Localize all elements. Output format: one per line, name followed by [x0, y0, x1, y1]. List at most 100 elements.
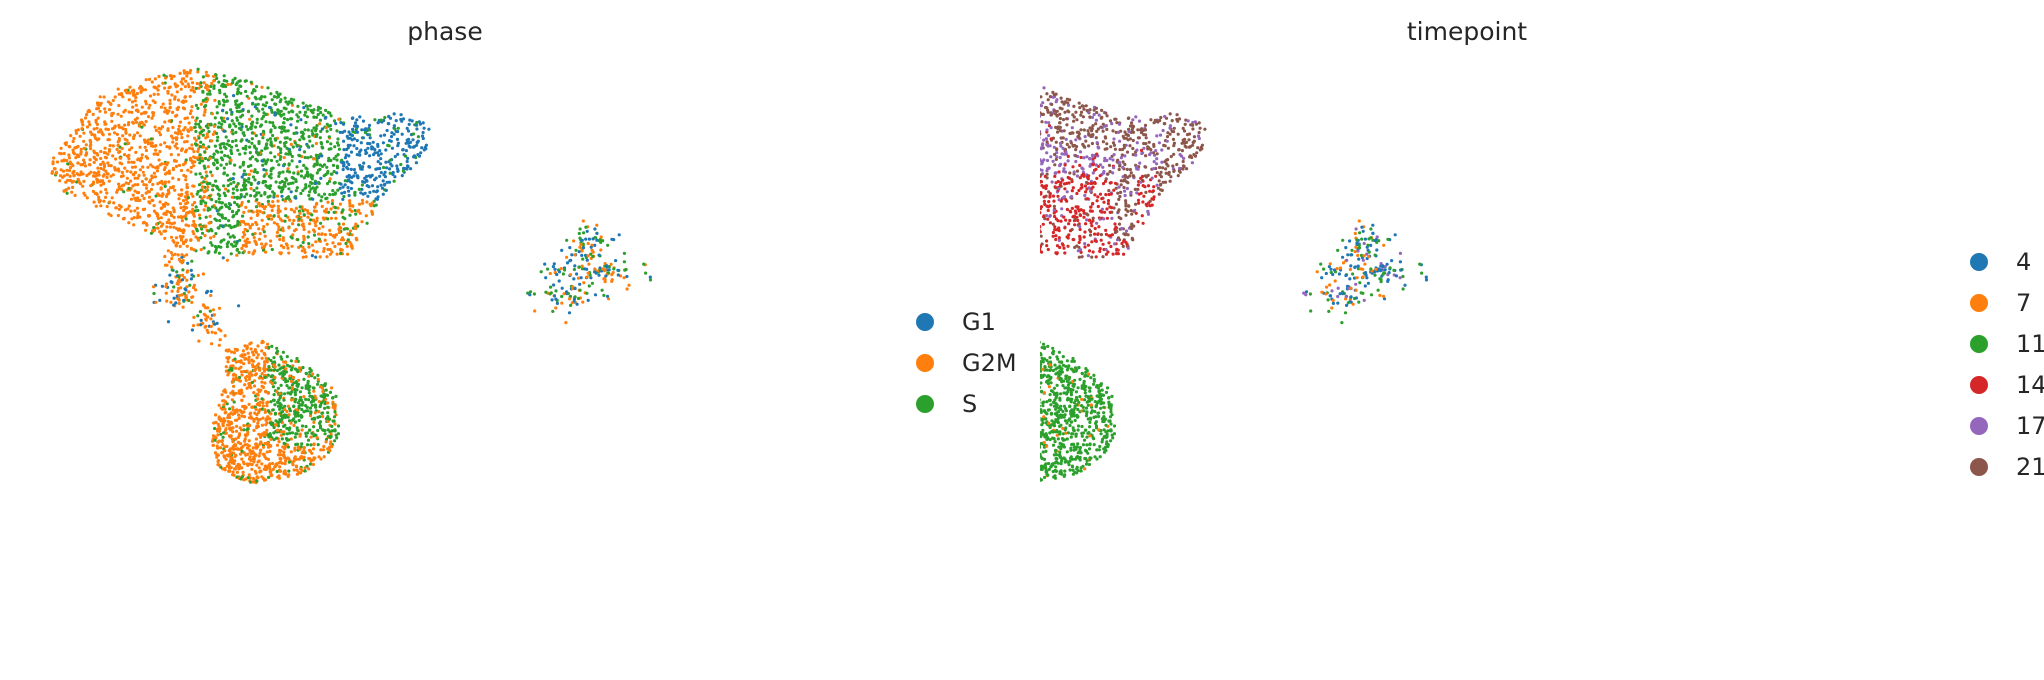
scatter-point-S	[312, 386, 316, 390]
scatter-point-G2M	[322, 455, 326, 459]
scatter-point-S	[288, 407, 292, 411]
scatter-point-S	[268, 421, 272, 425]
scatter-point-G2M	[99, 204, 103, 208]
scatter-point-G1	[240, 175, 244, 179]
scatter-point-G2M	[131, 193, 135, 197]
scatter-point-S	[254, 134, 258, 138]
scatter-point-G2M	[345, 244, 349, 248]
scatter-point-S	[266, 86, 270, 90]
scatter-point-G1	[379, 183, 383, 187]
scatter-point-G2M	[144, 177, 148, 181]
scatter-point-S	[280, 366, 284, 370]
scatter-point-G2M	[153, 175, 157, 179]
scatter-point-S	[234, 185, 238, 189]
scatter-point-S	[255, 85, 259, 89]
scatter-point-G2M	[107, 179, 111, 183]
scatter-point-S	[213, 426, 217, 431]
scatter-point-G2M	[183, 240, 187, 244]
scatter-point-S	[335, 158, 339, 162]
scatter-point-S	[304, 424, 308, 429]
scatter-point-G2M	[247, 372, 251, 376]
scatter-point-S	[261, 136, 265, 140]
scatter-point-S	[255, 121, 259, 125]
scatter-point-G1	[577, 250, 581, 254]
scatter-point-G2M	[301, 255, 305, 259]
scatter-point-G1	[358, 153, 362, 157]
scatter-point-G2M	[281, 238, 285, 242]
scatter-point-G2M	[189, 246, 193, 250]
scatter-point-G2M	[202, 208, 206, 212]
scatter-point-G2M	[370, 212, 375, 216]
scatter-point-G2M	[298, 211, 302, 215]
scatter-point-G2M	[181, 305, 185, 309]
scatter-point-G2M	[292, 229, 297, 233]
scatter-point-S	[293, 388, 297, 392]
scatter-point-S	[175, 270, 179, 274]
scatter-point-G1	[359, 167, 363, 171]
scatter-point-G1	[231, 177, 235, 181]
scatter-point-S	[241, 163, 245, 167]
scatter-point-S	[280, 130, 284, 134]
scatter-point-G2M	[82, 179, 86, 183]
scatter-point-S	[272, 425, 276, 430]
scatter-point-G2M	[156, 216, 160, 221]
scatter-point-G2M	[191, 229, 195, 234]
scatter-point-G2M	[229, 447, 233, 451]
scatter-point-G2M	[276, 475, 280, 479]
scatter-point-G1	[401, 117, 406, 121]
scatter-point-21	[1151, 151, 1156, 155]
scatter-point-G2M	[163, 141, 167, 145]
scatter-point-G2M	[280, 430, 284, 434]
scatter-point-S	[295, 143, 299, 147]
scatter-point-G2M	[278, 460, 283, 464]
scatter-point-G1	[389, 162, 393, 166]
scatter-point-S	[231, 187, 235, 191]
scatter-point-4	[1324, 271, 1328, 276]
scatter-point-S	[123, 142, 127, 146]
scatter-point-G2M	[325, 242, 329, 246]
scatter-point-S	[263, 95, 267, 99]
scatter-point-G2M	[206, 74, 210, 78]
scatter-point-S	[270, 98, 274, 102]
scatter-point-G2M	[138, 159, 143, 163]
legend-label-G2M: G2M	[962, 349, 1017, 377]
scatter-point-G2M	[124, 131, 128, 135]
scatter-point-G2M	[587, 262, 591, 266]
scatter-point-G2M	[565, 255, 569, 259]
scatter-point-G2M	[358, 202, 362, 206]
scatter-point-G2M	[148, 103, 152, 107]
scatter-point-14	[1098, 249, 1102, 253]
scatter-point-G2M	[164, 284, 168, 289]
scatter-point-S	[311, 144, 315, 148]
scatter-point-G2M	[175, 146, 179, 150]
scatter-point-G1	[353, 171, 357, 175]
scatter-point-S	[563, 268, 567, 272]
scatter-point-G2M	[338, 202, 342, 206]
scatter-point-S	[216, 192, 220, 196]
scatter-point-G2M	[282, 156, 286, 160]
scatter-point-G2M	[222, 116, 226, 120]
scatter-point-G2M	[164, 76, 168, 80]
scatter-point-S	[324, 437, 329, 442]
scatter-point-S	[318, 403, 323, 407]
scatter-point-S	[285, 118, 290, 122]
scatter-point-17	[1365, 252, 1369, 256]
scatter-point-S	[309, 175, 313, 179]
scatter-point-S	[249, 80, 253, 84]
scatter-point-G2M	[97, 137, 101, 141]
scatter-point-G2M	[90, 132, 94, 137]
scatter-point-G2M	[172, 225, 176, 229]
scatter-point-S	[354, 212, 358, 216]
scatter-point-S	[275, 95, 279, 99]
scatter-point-G2M	[106, 161, 110, 165]
scatter-point-S	[342, 194, 346, 199]
scatter-point-G2M	[328, 177, 332, 181]
scatter-point-G2M	[253, 379, 257, 383]
scatter-point-S	[265, 101, 269, 105]
scatter-point-S	[284, 152, 288, 156]
scatter-point-G1	[360, 187, 364, 191]
scatter-point-G2M	[224, 390, 228, 394]
scatter-point-G1	[616, 273, 620, 277]
scatter-point-G2M	[276, 428, 280, 432]
scatter-point-G2M	[208, 214, 212, 218]
